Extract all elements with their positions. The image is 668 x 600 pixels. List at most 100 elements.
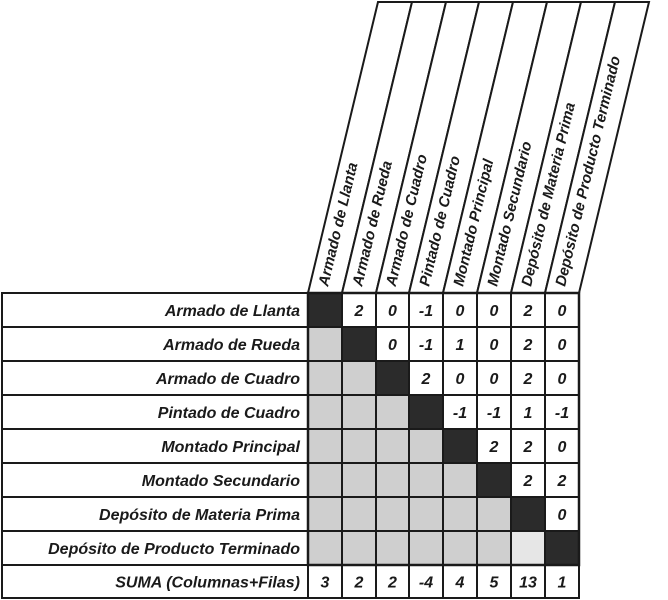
- sum-row: SUMA (Columnas+Filas) 3 2 2 -4 4 5 13 1: [115, 575, 566, 592]
- lower-cell: [443, 463, 477, 497]
- cell-value: 1: [456, 337, 465, 354]
- row-label: Montado Secundario: [142, 473, 300, 490]
- cell-value: 1: [524, 405, 533, 422]
- row-label: Depósito de Materia Prima: [99, 507, 300, 524]
- lower-cell: [342, 361, 376, 395]
- diagonal-cell: [477, 463, 511, 497]
- cell-value: 0: [490, 371, 499, 388]
- matrix-cell: [477, 429, 511, 463]
- sum-value: -4: [419, 575, 433, 592]
- cell-value: 0: [388, 337, 397, 354]
- lower-cell: [409, 531, 443, 565]
- cell-value: 0: [490, 303, 499, 320]
- lower-cell: [477, 497, 511, 531]
- matrix-cell: [511, 327, 545, 361]
- cell-value: -1: [419, 303, 433, 320]
- lower-cell: [376, 429, 409, 463]
- row-label: Depósito de Producto Terminado: [48, 541, 300, 558]
- matrix-cell: [443, 395, 477, 429]
- row-labels: Armado de Llanta Armado de Rueda Armado de…: [48, 303, 300, 558]
- cell-value: 2: [421, 371, 431, 388]
- lower-cell: [511, 531, 545, 565]
- cell-value: 2: [523, 337, 533, 354]
- cell-value: -1: [419, 337, 433, 354]
- matrix-cell: [511, 463, 545, 497]
- cell-value: 2: [523, 439, 533, 456]
- matrix-cell: [545, 327, 579, 361]
- cell-value: 0: [456, 371, 465, 388]
- cell-value: 0: [558, 439, 567, 456]
- matrix-cell: [545, 429, 579, 463]
- lower-cell: [308, 361, 342, 395]
- cell-value: 2: [523, 303, 533, 320]
- matrix-cell: [376, 327, 409, 361]
- sum-value: 2: [387, 575, 397, 592]
- lower-cell: [342, 531, 376, 565]
- diagonal-cell: [308, 293, 342, 327]
- matrix-cell: [477, 361, 511, 395]
- diagonal-cell: [342, 327, 376, 361]
- matrix-cell: [545, 293, 579, 327]
- row-label: Armado de Llanta: [164, 303, 300, 320]
- lower-cell: [376, 395, 409, 429]
- cell-value: 0: [558, 371, 567, 388]
- lower-cell: [342, 395, 376, 429]
- cell-value: -1: [487, 405, 501, 422]
- cell-value: 2: [523, 371, 533, 388]
- matrix-cell: [477, 293, 511, 327]
- sum-value: 5: [490, 575, 500, 592]
- sum-value: 2: [354, 575, 364, 592]
- sum-value: 1: [558, 575, 567, 592]
- cell-value: 0: [456, 303, 465, 320]
- lower-cell: [308, 463, 342, 497]
- diagonal-cell: [545, 531, 579, 565]
- cell-value: 2: [523, 473, 533, 490]
- cell-value: -1: [555, 405, 569, 422]
- cell-value: 2: [557, 473, 567, 490]
- lower-cell: [443, 531, 477, 565]
- matrix-cell: [545, 497, 579, 531]
- matrix-border: [306, 291, 581, 567]
- cell-value: 0: [558, 507, 567, 524]
- matrix-cell: [443, 361, 477, 395]
- matrix-cell: [511, 293, 545, 327]
- matrix-cell: [545, 463, 579, 497]
- matrix-cell: [342, 293, 376, 327]
- lower-cell: [308, 429, 342, 463]
- matrix-cell: [511, 361, 545, 395]
- diagonal-cell: [511, 497, 545, 531]
- lower-cell: [308, 327, 342, 361]
- cell-value: -1: [453, 405, 467, 422]
- lower-cell: [342, 497, 376, 531]
- grid-lines: [1, 291, 581, 599]
- lower-cell: [409, 429, 443, 463]
- lower-cell: [477, 531, 511, 565]
- lower-cell: [409, 497, 443, 531]
- diagonal-cell: [443, 429, 477, 463]
- diagonal-cell: [409, 395, 443, 429]
- row-label: Armado de Rueda: [162, 337, 300, 354]
- matrix-cell: [545, 395, 579, 429]
- lower-cell: [308, 497, 342, 531]
- lower-cell: [443, 497, 477, 531]
- matrix-cell: [511, 429, 545, 463]
- row-label: Pintado de Cuadro: [158, 405, 300, 422]
- sum-value: 13: [519, 575, 537, 592]
- matrix-cell: [409, 361, 443, 395]
- matrix-cell: [409, 327, 443, 361]
- cell-value: 0: [388, 303, 397, 320]
- matrix-cell: [376, 293, 409, 327]
- sum-value: 3: [321, 575, 330, 592]
- cell-value: 0: [558, 337, 567, 354]
- matrix-cell: [477, 395, 511, 429]
- lower-cell: [376, 531, 409, 565]
- lower-cell: [342, 429, 376, 463]
- matrix-cells: 2 0 -1 0 0 2 0 0 -1 1 0 2 0 2 0 0 2 0 -1 -1 1 -1 2 2 0 2 2 0: [308, 293, 579, 565]
- matrix-cell: [409, 293, 443, 327]
- matrix-cell: [443, 327, 477, 361]
- cell-value: 0: [490, 337, 499, 354]
- lower-cell: [308, 531, 342, 565]
- diagonal-cell: [376, 361, 409, 395]
